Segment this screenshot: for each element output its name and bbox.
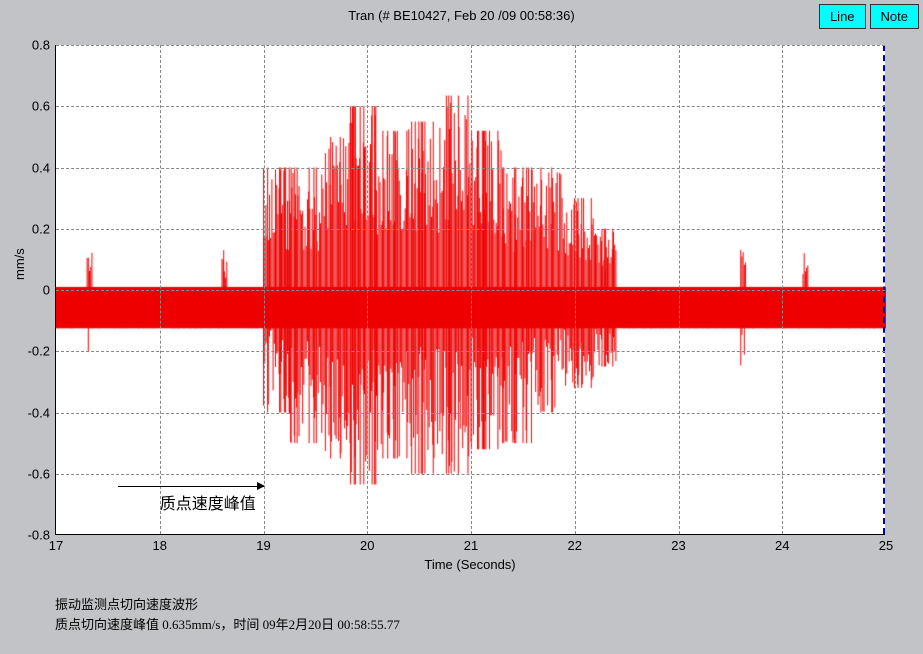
xtick-label: 22	[568, 538, 582, 553]
ytick-label: -0.6	[28, 466, 50, 481]
ytick-label: 0	[43, 283, 50, 298]
xtick-label: 17	[49, 538, 63, 553]
vibration-panel: Line Note Tran (# BE10427, Feb 20 /09 00…	[0, 0, 923, 654]
top-buttons: Line Note	[819, 4, 919, 29]
note-button[interactable]: Note	[870, 4, 919, 29]
ytick-label: 0.6	[32, 99, 50, 114]
peak-annotation-text: 质点速度峰值	[160, 490, 256, 514]
xtick-label: 19	[256, 538, 270, 553]
plot-area: -0.8-0.6-0.4-0.200.20.40.60.817181920212…	[55, 45, 885, 535]
x-axis-label: Time (Seconds)	[370, 557, 570, 572]
gridline-v	[575, 45, 576, 534]
line-button[interactable]: Line	[819, 4, 866, 29]
xtick-label: 18	[153, 538, 167, 553]
xtick-label: 21	[464, 538, 478, 553]
xtick-label: 20	[360, 538, 374, 553]
caption-line-1: 振动监测点切向速度波形	[55, 595, 400, 615]
ytick-label: -0.2	[28, 344, 50, 359]
ytick-label: 0.4	[32, 160, 50, 175]
gridline-v	[367, 45, 368, 534]
y-axis-label: mm/s	[12, 248, 27, 280]
chart-title: Tran (# BE10427, Feb 20 /09 00:58:36)	[348, 8, 574, 23]
ytick-label: -0.4	[28, 405, 50, 420]
xtick-label: 25	[879, 538, 893, 553]
caption-line-2: 质点切向速度峰值 0.635mm/s，时间 09年2月20日 00:58:55.…	[55, 615, 400, 635]
xtick-label: 23	[671, 538, 685, 553]
peak-annotation-arrow	[118, 486, 263, 487]
ytick-label: 0.2	[32, 221, 50, 236]
xtick-label: 24	[775, 538, 789, 553]
gridline-v	[679, 45, 680, 534]
ytick-label: -0.8	[28, 528, 50, 543]
gridline-v	[264, 45, 265, 534]
caption-block: 振动监测点切向速度波形 质点切向速度峰值 0.635mm/s，时间 09年2月2…	[55, 595, 400, 634]
gridline-v	[160, 45, 161, 534]
gridline-v	[471, 45, 472, 534]
ytick-label: 0.8	[32, 38, 50, 53]
gridline-v	[782, 45, 783, 534]
